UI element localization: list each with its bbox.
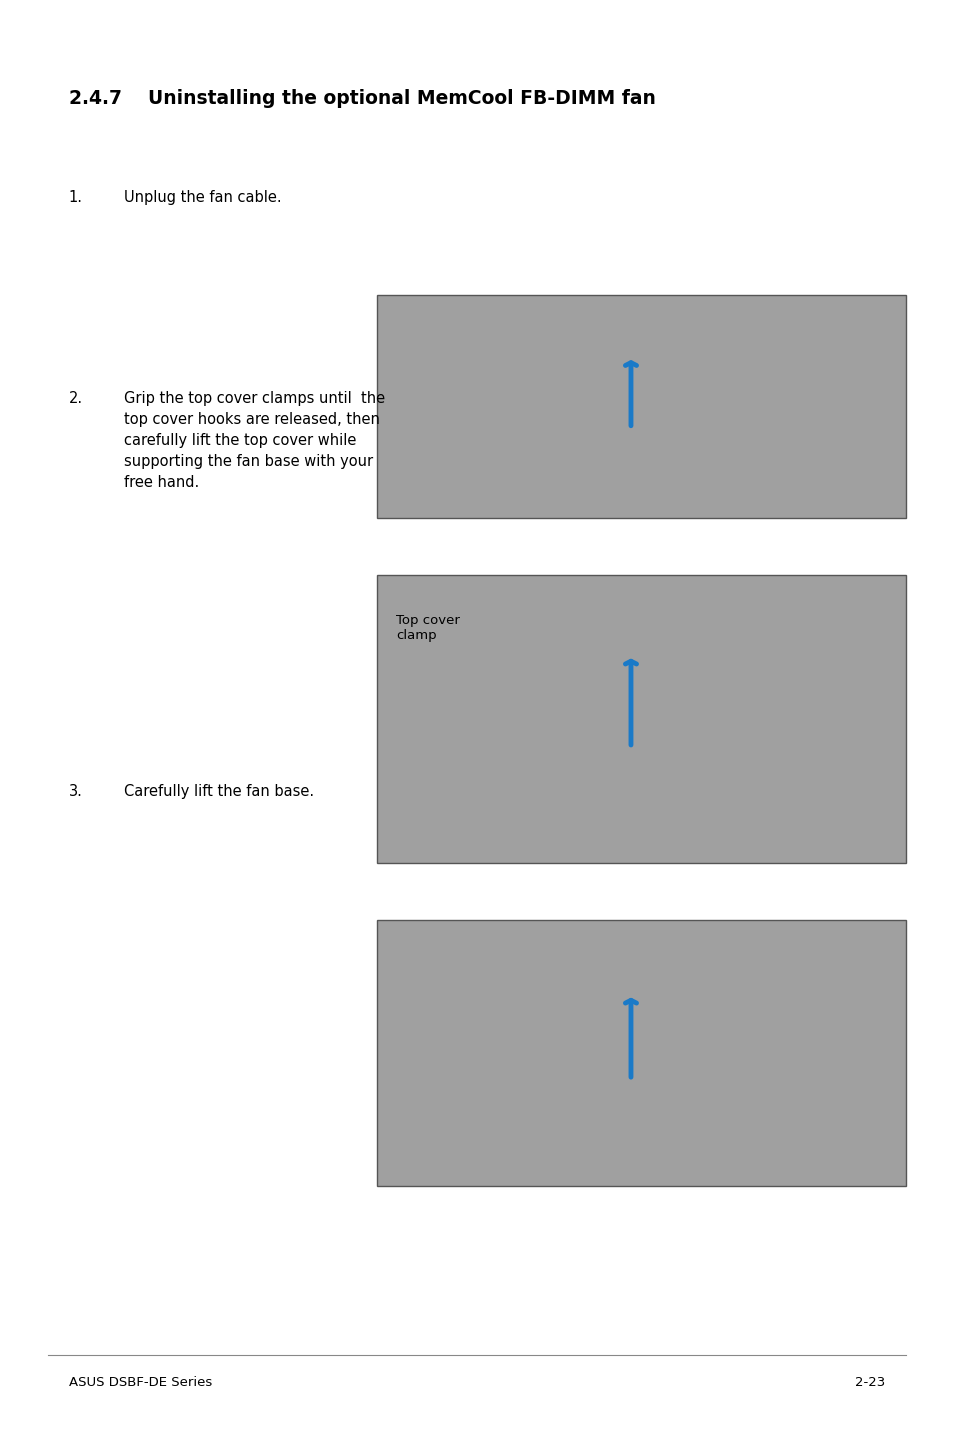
Bar [376, 920, 905, 1186]
Text: 2-23: 2-23 [854, 1376, 884, 1389]
Text: 1.: 1. [69, 190, 83, 204]
Text: ASUS DSBF-DE Series: ASUS DSBF-DE Series [69, 1376, 212, 1389]
Text: 2.4.7    Uninstalling the optional MemCool FB-DIMM fan: 2.4.7 Uninstalling the optional MemCool … [69, 89, 655, 108]
Text: Top cover
clamp: Top cover clamp [395, 614, 459, 641]
Text: Unplug the fan cable.: Unplug the fan cable. [124, 190, 281, 204]
Text: Grip the top cover clamps until  the
top cover hooks are released, then
carefull: Grip the top cover clamps until the top … [124, 391, 385, 490]
Bar [376, 575, 905, 863]
Text: 2.: 2. [69, 391, 83, 406]
Text: 3.: 3. [69, 784, 83, 798]
Bar [376, 295, 905, 518]
Text: Carefully lift the fan base.: Carefully lift the fan base. [124, 784, 314, 798]
